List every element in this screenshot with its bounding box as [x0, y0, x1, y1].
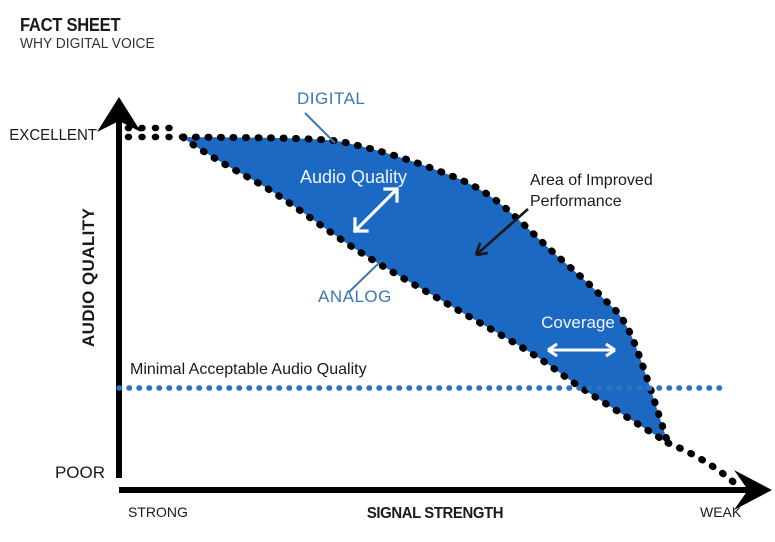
svg-text:AUDIO QUALITY: AUDIO QUALITY — [79, 207, 98, 347]
svg-text:WEAK: WEAK — [700, 504, 742, 520]
svg-text:POOR: POOR — [55, 463, 105, 482]
svg-text:Minimal Acceptable Audio Quali: Minimal Acceptable Audio Quality — [130, 361, 367, 378]
svg-text:STRONG: STRONG — [128, 504, 188, 520]
svg-text:ANALOG: ANALOG — [318, 287, 392, 306]
svg-text:Area of Improved: Area of Improved — [530, 172, 653, 189]
svg-text:EXCELLENT: EXCELLENT — [9, 127, 97, 145]
svg-text:Performance: Performance — [530, 193, 622, 210]
svg-text:DIGITAL: DIGITAL — [297, 89, 365, 108]
svg-text:Coverage: Coverage — [541, 313, 615, 332]
svg-text:Audio Quality: Audio Quality — [300, 167, 407, 187]
svg-text:SIGNAL STRENGTH: SIGNAL STRENGTH — [367, 505, 503, 523]
